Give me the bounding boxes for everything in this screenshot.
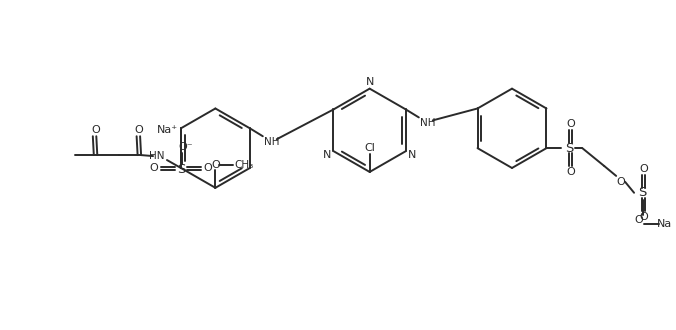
Text: O: O: [211, 160, 220, 170]
Text: Na: Na: [657, 219, 673, 229]
Text: Cl: Cl: [364, 143, 375, 153]
Text: NH: NH: [264, 137, 279, 147]
Text: O: O: [149, 163, 158, 174]
Text: NH: NH: [420, 118, 435, 128]
Text: O: O: [135, 125, 143, 135]
Text: CH₃: CH₃: [235, 160, 254, 170]
Text: O: O: [566, 119, 575, 129]
Text: O: O: [91, 125, 99, 135]
Text: Na⁺: Na⁺: [156, 125, 178, 135]
Text: O: O: [617, 177, 625, 187]
Text: N: N: [323, 149, 332, 160]
Text: S: S: [638, 186, 646, 199]
Text: O: O: [203, 163, 212, 174]
Text: O: O: [566, 167, 575, 177]
Text: N: N: [408, 149, 416, 160]
Text: O: O: [639, 164, 648, 174]
Text: S: S: [565, 142, 573, 155]
Text: O⁻: O⁻: [178, 142, 193, 152]
Text: S: S: [176, 163, 185, 177]
Text: O: O: [639, 212, 648, 221]
Text: O: O: [635, 214, 644, 224]
Text: HN: HN: [149, 151, 165, 161]
Text: N: N: [366, 77, 374, 87]
